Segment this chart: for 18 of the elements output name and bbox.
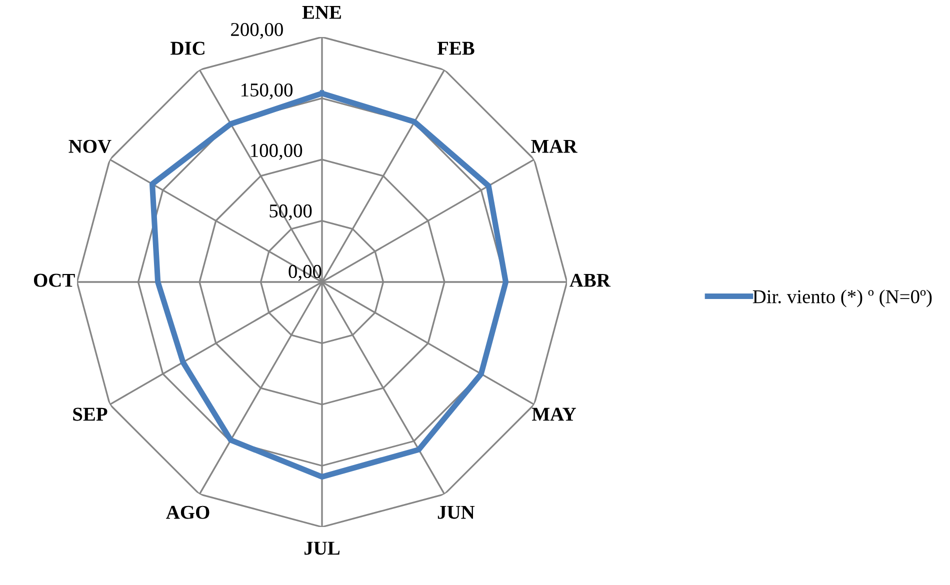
spoke-label: MAY — [532, 408, 576, 421]
spoke-label: ABR — [570, 274, 611, 287]
y-tick-label: 150,00 — [241, 83, 293, 100]
spoke-label: JUL — [304, 542, 340, 555]
spoke-label: NOV — [68, 140, 112, 154]
spoke-label: ENE — [302, 6, 341, 19]
y-tick-label: 200,00 — [231, 22, 283, 39]
y-tick-label: 50,00 — [270, 204, 312, 220]
y-tick-label: 0,00 — [288, 264, 322, 281]
legend-label: Dir. viento (*) º (N=0º) — [752, 290, 932, 308]
spoke-label: FEB — [437, 42, 474, 55]
spoke-label: SEP — [73, 408, 108, 421]
spoke-label: JUN — [438, 506, 475, 519]
spoke-label: OCT — [34, 274, 75, 287]
y-tick-label: 100,00 — [251, 144, 302, 160]
spoke-label: MAR — [531, 140, 578, 153]
spoke-label: DIC — [170, 42, 204, 55]
spoke-label: AGO — [166, 506, 210, 519]
